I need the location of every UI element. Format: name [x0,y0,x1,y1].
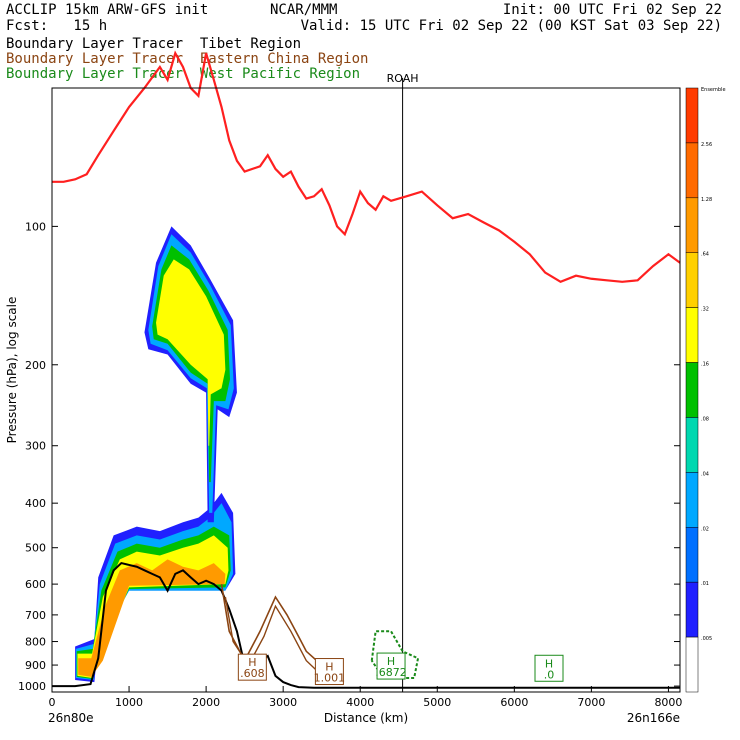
colorbar-level-4: .32 [701,307,709,313]
y-tick-label-400: 400 [25,497,46,510]
legend-west-pacific: Boundary Layer Tracer West Pacific Regio… [6,66,361,82]
colorbar-level-8: .02 [701,526,709,532]
high-value-0: .608 [240,667,265,680]
terrain-line [52,561,680,689]
y-tick-label-600: 600 [25,578,46,591]
x-tick-label-8000: 8000 [654,696,682,709]
colorbar-segment-1 [685,142,699,199]
legend-tibet: Boundary Layer Tracer Tibet Region [6,36,302,52]
colorbar-level-10: .005 [701,636,712,642]
high-value-2: .6872 [375,666,407,679]
legend-eastern-china: Boundary Layer Tracer Eastern China Regi… [6,51,369,67]
colorbar-segment-4 [685,307,699,363]
high-label-1: H [325,661,333,674]
x-start-label: 26n80e [48,711,94,725]
eastern-china-contour-2 [224,596,319,673]
colorbar-segment-6 [685,417,699,473]
high-box-3 [534,654,564,682]
colorbar-level-5: .16 [701,362,709,368]
tracer-plume-8 [156,259,226,446]
y-tick-label-500: 500 [25,542,46,555]
model-title: ACCLIP 15km ARW-GFS init [6,2,209,18]
init-time: Init: 00 UTC Fri 02 Sep 22 [502,2,722,18]
colorbar-level-6: .08 [701,416,709,422]
colorbar-segment-7 [685,472,699,528]
y-axis-label: Pressure (hPa), log scale [5,297,19,444]
y-tick-label-100: 100 [25,220,46,233]
x-tick-label-5000: 5000 [423,696,451,709]
colorbar-level-7: .04 [701,471,709,477]
colorbar-segment-2 [685,197,699,253]
colorbar-segment-5 [685,362,699,418]
forecast-hour: Fcst: 15 h [6,18,108,34]
x-tick-label-2000: 2000 [192,696,220,709]
colorbar-segment-0 [685,87,699,144]
y-tick-label-200: 200 [25,359,46,372]
colorbar-segment-9 [685,581,699,638]
colorbar-level-1: 2.56 [701,142,712,148]
colorbar-level-2: 1.28 [701,197,712,203]
x-tick-label-6000: 6000 [500,696,528,709]
x-tick-label-1000: 1000 [115,696,143,709]
high-box-2 [376,652,406,680]
high-value-1: 1.001 [314,672,346,685]
y-tick-label-700: 700 [25,609,46,622]
x-end-label: 26n166e [627,711,680,725]
y-tick-label-300: 300 [25,440,46,453]
plot-frame [51,87,681,693]
high-box-0 [237,653,267,681]
high-label-0: H [248,656,256,669]
y-tick-label-800: 800 [25,636,46,649]
tracer-plume-4 [78,559,226,677]
x-axis-label: Distance (km) [324,711,408,725]
y-tick-label-1000: 1000 [18,680,46,693]
colorbar-level-0: Ensemble [701,87,726,93]
high-value-3: .0 [544,668,555,681]
x-tick-label-4000: 4000 [346,696,374,709]
colorbar-segment-10 [685,636,699,693]
colorbar-segment-8 [685,527,699,583]
center-label: NCAR/MMM [270,2,338,18]
x-tick-label-7000: 7000 [577,696,605,709]
valid-time: Valid: 15 UTC Fri 02 Sep 22 (00 KST Sat … [300,18,722,34]
x-tick-label-0: 0 [49,696,56,709]
marker-label: ROAH [387,72,419,85]
colorbar-level-9: .01 [701,581,709,587]
colorbar-segment-3 [685,252,699,308]
high-box-1 [314,658,344,686]
x-tick-label-3000: 3000 [269,696,297,709]
high-label-2: H [387,655,395,668]
tropopause-line [52,50,681,284]
colorbar-level-3: .64 [701,252,709,258]
y-tick-label-900: 900 [25,659,46,672]
high-label-3: H [545,657,553,670]
